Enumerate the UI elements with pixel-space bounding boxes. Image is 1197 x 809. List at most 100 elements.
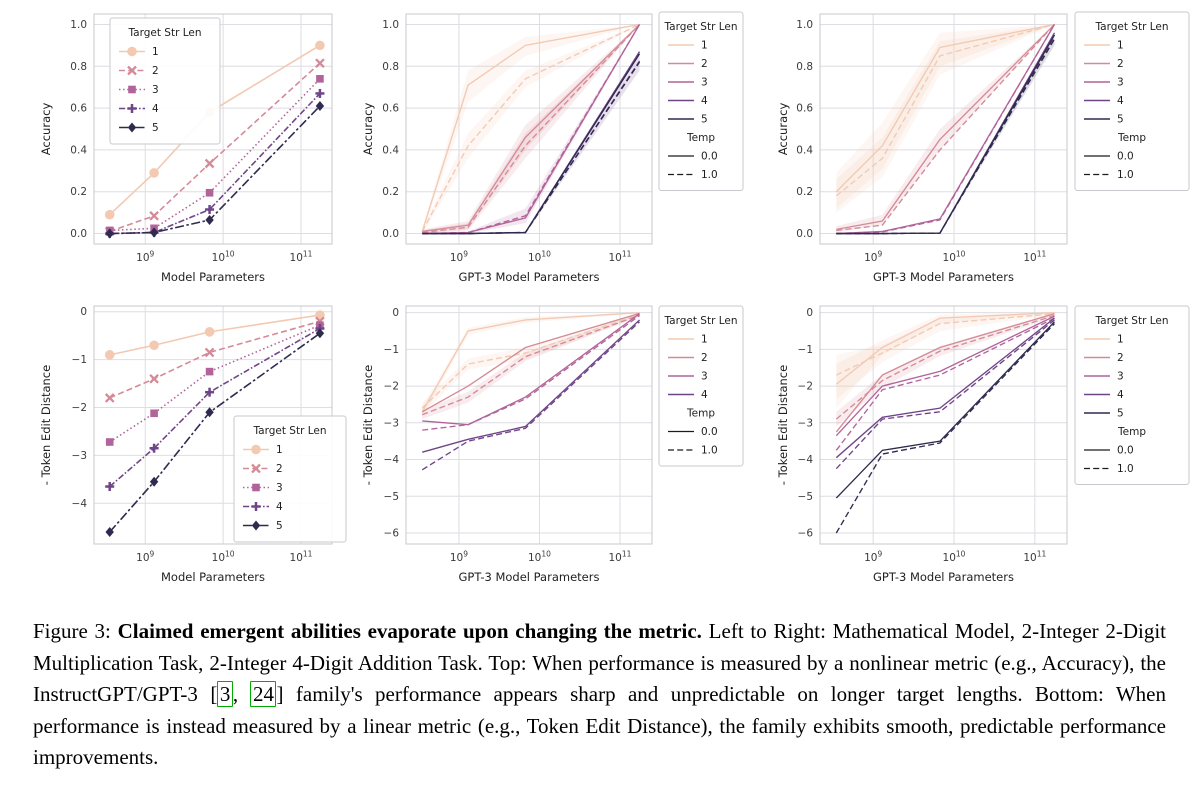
series-line-len2-t1 <box>835 314 1055 420</box>
y-axis-label: - Token Edit Distance <box>39 365 53 485</box>
series-line-len1-t1 <box>421 23 640 232</box>
plot-background <box>820 306 1067 544</box>
y-tick-label: −6 <box>384 527 400 539</box>
legend-entry-label: 1.0 <box>701 445 718 457</box>
legend-entry-label: 3 <box>152 84 159 96</box>
legend-temp-title: Temp <box>1117 426 1146 438</box>
legend-box <box>1074 305 1190 485</box>
circle-marker <box>104 209 115 220</box>
y-tick-label: 0.0 <box>796 228 813 240</box>
legend-entry-label: 2 <box>1117 58 1124 70</box>
legend-title: Target Str Len <box>1094 315 1168 327</box>
chart-mathematical-model-edit-distance: 0 −1 −2 −3 −4 109 1010 1011 Model Parameters - To… <box>39 305 347 584</box>
legend-entry-label: 3 <box>701 77 708 89</box>
legend-entry-label: 4 <box>701 95 708 107</box>
series-line-len3-t1 <box>836 24 1056 235</box>
y-tick-label: 1.0 <box>796 19 813 31</box>
y-tick-label: 0.2 <box>796 186 813 198</box>
y-tick-label: 0.2 <box>70 186 87 198</box>
series-line-len2-t0 <box>836 23 1055 231</box>
legend-box <box>658 305 744 467</box>
x-axis-label: GPT-3 Model Parameters <box>873 270 1014 284</box>
legend-box <box>1074 11 1190 191</box>
legend-entry-label: 1 <box>152 46 159 58</box>
series-line-len2-t0 <box>422 23 641 233</box>
legend-entry-label: 0.0 <box>1117 445 1134 457</box>
circle-marker <box>251 444 261 455</box>
series-line-len2-t0 <box>835 313 1055 433</box>
series-line-len1-t0 <box>835 23 1055 193</box>
y-tick-label: 1.0 <box>382 19 399 31</box>
legend-entry-label: 4 <box>1117 389 1124 401</box>
diamond-marker <box>315 328 325 339</box>
y-tick-label: 0.8 <box>382 61 399 73</box>
series-line-len5 <box>109 105 321 235</box>
y-axis-label: Accuracy <box>778 103 790 156</box>
legend-entry-label: 3 <box>1117 77 1124 89</box>
legend-entry-label: 4 <box>701 389 708 401</box>
x-marker <box>149 210 159 221</box>
legend-entry-label: 1 <box>701 40 708 52</box>
citation-link-3[interactable]: 3 <box>217 681 233 707</box>
series-line-len2-t1 <box>422 23 641 234</box>
error-band <box>422 24 640 234</box>
legend-entry-label: 1.0 <box>1117 169 1134 181</box>
error-band <box>836 312 1055 409</box>
series-line-len3-t0 <box>835 315 1055 437</box>
y-tick-label: −2 <box>72 402 87 414</box>
y-axis-label: - Token Edit Distance <box>361 365 375 485</box>
x-tick-label: 1010 <box>528 550 551 565</box>
series-line-len4 <box>109 92 321 235</box>
series-line-len3 <box>109 324 321 443</box>
x-tick-label: 1011 <box>290 250 313 265</box>
x-tick-label: 109 <box>864 550 882 565</box>
legend-title: Target Str Len <box>127 27 201 39</box>
plot-background <box>406 306 652 544</box>
y-tick-label: −4 <box>72 498 88 510</box>
plot-frame <box>819 305 1068 545</box>
square-marker <box>205 367 214 376</box>
x-tick-label: 109 <box>136 550 154 565</box>
square-marker <box>105 438 114 446</box>
x-marker <box>104 393 115 403</box>
series-line-len2-t1 <box>421 314 640 416</box>
legend-entry-label: 1 <box>701 334 708 346</box>
series-line-len4-t0 <box>835 317 1055 459</box>
x-tick-label: 1011 <box>1023 250 1046 265</box>
legend-title: Target Str Len <box>663 21 737 33</box>
legend-entry-label: 1 <box>1117 334 1124 346</box>
error-band <box>836 24 1055 209</box>
x-axis-label: Model Parameters <box>161 570 265 584</box>
legend-entry-label: 4 <box>1117 95 1124 107</box>
x-axis-label: GPT-3 Model Parameters <box>873 570 1014 584</box>
series-line-len1-t1 <box>835 23 1055 197</box>
series-line-len4 <box>109 327 321 488</box>
legend-box <box>109 17 221 145</box>
legend-entry-label: 5 <box>276 520 283 532</box>
legend-entry-label: 5 <box>1117 408 1124 420</box>
series-line-len1-t0 <box>421 311 640 413</box>
legend-entry-label: 4 <box>152 103 159 115</box>
x-axis-label: GPT-3 Model Parameters <box>459 570 600 584</box>
chart-mathematical-model-accuracy: 0.0 0.2 0.4 0.6 0.8 1.0 109 1010 1011 Model Param… <box>39 13 333 284</box>
diamond-marker <box>105 527 114 538</box>
y-tick-label: 0.6 <box>70 103 87 115</box>
x-tick-label: 1010 <box>943 250 966 265</box>
x-axis-label: GPT-3 Model Parameters <box>459 270 600 284</box>
y-tick-label: −2 <box>384 381 399 393</box>
x-marker <box>149 373 159 384</box>
y-axis-label: - Token Edit Distance <box>778 365 790 485</box>
series-line-len5 <box>109 332 321 533</box>
y-tick-label: 0.4 <box>796 144 813 156</box>
citation-link-24[interactable]: 24 <box>250 681 277 707</box>
diamond-marker <box>315 101 325 111</box>
legend-temp-title: Temp <box>686 132 715 144</box>
x-marker <box>204 347 215 358</box>
error-band <box>836 312 1055 399</box>
diamond-marker <box>105 228 114 239</box>
y-tick-label: −1 <box>798 344 813 356</box>
error-band <box>422 24 640 234</box>
error-band <box>422 312 640 420</box>
y-tick-label: −1 <box>384 344 399 356</box>
